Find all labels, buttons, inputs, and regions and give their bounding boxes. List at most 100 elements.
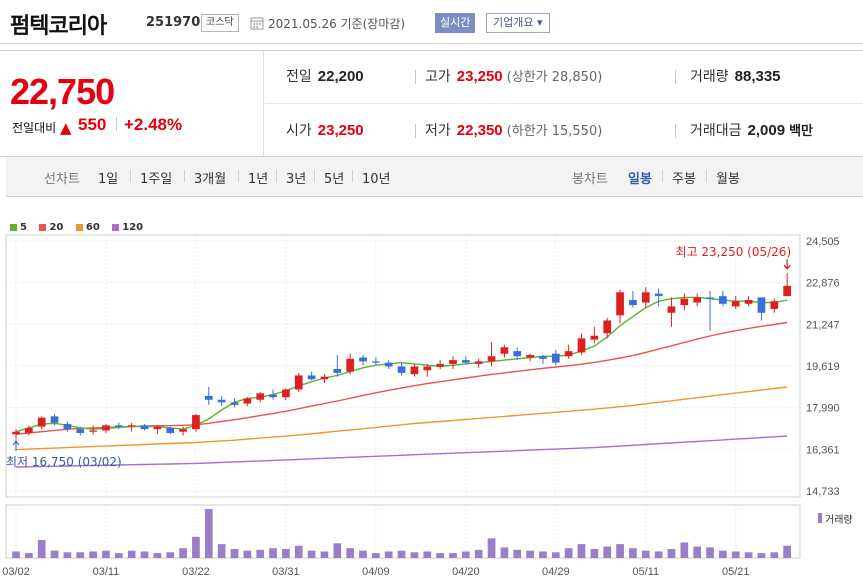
tab-period-1w[interactable]: 1주일 bbox=[140, 172, 173, 187]
volume-bar bbox=[436, 553, 444, 558]
candle-body bbox=[487, 356, 496, 362]
legend-label: 20 bbox=[49, 222, 64, 233]
x-tick-label: 04/20 bbox=[452, 566, 480, 578]
volume-bar bbox=[397, 550, 406, 558]
legend-swatch bbox=[75, 224, 83, 231]
tab-monthly[interactable]: 월봉 bbox=[716, 172, 740, 187]
tab-period-3y[interactable]: 3년 bbox=[286, 172, 307, 187]
lower-limit: (하한가 15,550) bbox=[506, 124, 603, 139]
volume-bar bbox=[616, 544, 624, 558]
candle-body bbox=[397, 366, 406, 373]
high-annotation: 최고 23,250 (05/26) bbox=[675, 245, 791, 259]
volume-bar bbox=[539, 551, 547, 558]
low-annotation: 최저 16,750 (03/02) bbox=[6, 455, 122, 469]
day-low: 저가 22,350 (하한가 15,550) bbox=[425, 120, 602, 140]
tab-candle-chart[interactable]: 봉차트 bbox=[572, 172, 608, 187]
volume-bar bbox=[693, 546, 702, 558]
candle-body bbox=[359, 357, 367, 362]
candle-body bbox=[282, 389, 290, 398]
volume-bar bbox=[783, 545, 792, 558]
candle-body bbox=[731, 301, 740, 307]
realtime-button[interactable]: 실시간 bbox=[435, 13, 476, 33]
tab-period-5y[interactable]: 5년 bbox=[324, 172, 345, 187]
candle-body bbox=[783, 285, 792, 297]
current-price: 22,750 bbox=[10, 71, 115, 112]
volume-bar bbox=[667, 549, 676, 558]
tab-line-chart[interactable]: 선차트 bbox=[44, 172, 80, 187]
high-label: 고가 bbox=[425, 69, 451, 85]
volume-bar bbox=[114, 553, 123, 558]
open-value: 23,250 bbox=[317, 122, 364, 139]
tab-period-1y[interactable]: 1년 bbox=[248, 172, 269, 187]
candle-body bbox=[346, 358, 355, 372]
candle-body bbox=[333, 369, 342, 373]
candle-body bbox=[616, 292, 624, 316]
candle-body bbox=[384, 362, 393, 367]
volume-bar bbox=[410, 552, 419, 558]
change-percent: +2.48% bbox=[124, 115, 183, 134]
candle-body bbox=[654, 293, 663, 297]
tab-period-3m[interactable]: 3개월 bbox=[194, 172, 227, 187]
prev-close-label: 전일 bbox=[286, 69, 312, 85]
legend-label: 120 bbox=[122, 222, 144, 233]
calendar-icon bbox=[250, 17, 264, 30]
volume-bar bbox=[37, 540, 46, 558]
prev-close: 전일 22,200 bbox=[286, 66, 364, 86]
legend-swatch bbox=[39, 224, 47, 231]
candle-body bbox=[217, 399, 226, 403]
tab-daily[interactable]: 일봉 bbox=[628, 172, 652, 187]
day-high: 고가 23,250 (상한가 28,850) bbox=[425, 66, 602, 86]
volume-bar bbox=[50, 550, 59, 558]
y-tick-label: 19,619 bbox=[806, 361, 840, 373]
up-arrow-icon: ▲ bbox=[60, 119, 72, 137]
legend-label: 60 bbox=[85, 222, 100, 233]
x-tick-label: 03/11 bbox=[93, 566, 120, 578]
open-price: 시가 23,250 bbox=[286, 120, 364, 140]
volume-bar bbox=[731, 551, 740, 558]
volume-bar bbox=[513, 549, 522, 558]
amount-label: 거래대금 bbox=[690, 123, 742, 139]
volume-bar bbox=[127, 550, 136, 558]
volume: 거래량 88,335 bbox=[690, 66, 781, 86]
volume-label: 거래량 bbox=[690, 69, 729, 85]
legend-label: 5 bbox=[20, 222, 27, 233]
candle-body bbox=[307, 375, 316, 380]
volume-bar bbox=[217, 544, 226, 558]
volume-bar bbox=[384, 551, 393, 558]
tab-period-1d[interactable]: 1일 bbox=[98, 172, 119, 187]
volume-bar bbox=[423, 551, 432, 558]
divider bbox=[265, 103, 863, 104]
volume-bar bbox=[179, 548, 187, 558]
volume-bar bbox=[757, 553, 766, 558]
candle-body bbox=[76, 429, 85, 434]
volume-bar bbox=[282, 549, 290, 558]
x-tick-label: 03/31 bbox=[272, 566, 300, 578]
divider bbox=[276, 170, 277, 182]
volume-bar bbox=[474, 549, 483, 558]
candle-body bbox=[564, 351, 573, 357]
volume-bar bbox=[12, 551, 20, 558]
candle-body bbox=[166, 427, 175, 434]
y-tick-label: 24,505 bbox=[806, 236, 840, 248]
y-tick-label: 14,733 bbox=[806, 486, 840, 498]
tab-weekly[interactable]: 주봉 bbox=[672, 172, 696, 187]
volume-bar bbox=[256, 549, 265, 558]
company-name: 펌텍코리아 bbox=[10, 14, 107, 39]
company-overview-button[interactable]: 기업개요 ▾ bbox=[486, 13, 550, 33]
prev-close-value: 22,200 bbox=[317, 68, 364, 85]
trade-amount: 거래대금 2,009 백만 bbox=[690, 120, 813, 140]
legend-item-ma120: 120 bbox=[112, 222, 143, 233]
candle-body bbox=[192, 415, 200, 430]
legend-item-ma20: 20 bbox=[39, 222, 63, 233]
candle-body bbox=[500, 347, 509, 354]
divider bbox=[675, 124, 676, 138]
candle-body bbox=[641, 292, 650, 303]
volume-bar bbox=[243, 550, 252, 558]
volume-bar bbox=[204, 509, 213, 558]
volume-bar bbox=[487, 538, 496, 558]
volume-bar bbox=[89, 551, 97, 558]
tab-period-10y[interactable]: 10년 bbox=[362, 172, 391, 187]
chart-tabs: 선차트 1일 1주일 3개월 1년 3년 5년 10년 봉차트 일봉 주봉 월봉 bbox=[6, 157, 863, 197]
volume-bar bbox=[449, 553, 457, 558]
